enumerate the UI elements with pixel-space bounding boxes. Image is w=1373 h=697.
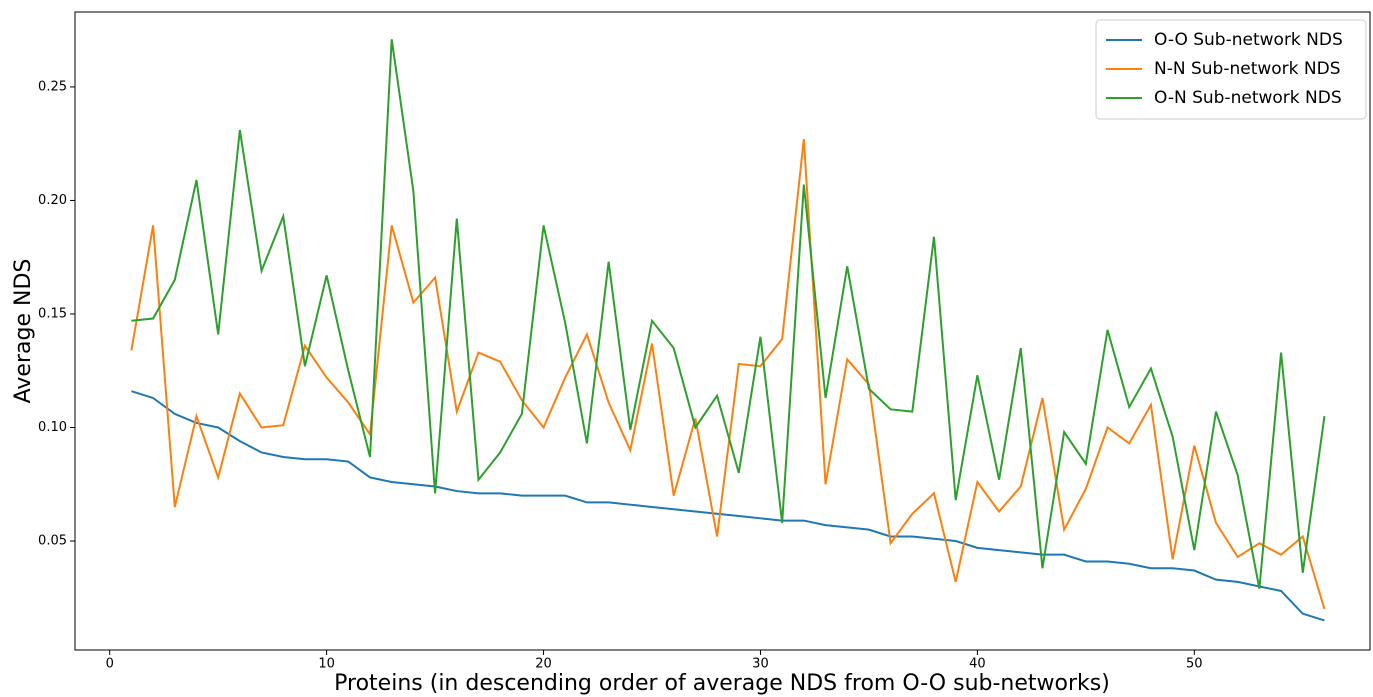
x-tick-label: 50 — [1186, 657, 1203, 672]
y-tick-label: 0.25 — [38, 79, 67, 94]
y-tick-label: 0.05 — [38, 534, 67, 549]
y-tick-label: 0.10 — [38, 420, 67, 435]
legend-label: O-N Sub-network NDS — [1154, 88, 1342, 108]
series-line — [130, 139, 1326, 610]
legend-box — [1095, 19, 1367, 120]
x-tick-label: 0 — [106, 657, 114, 672]
series-line — [131, 390, 1325, 622]
y-tick-label: 0.20 — [38, 193, 67, 208]
legend: O-O Sub-network NDS N-N Sub-network NDS O-… — [1095, 19, 1367, 120]
x-axis-label: Proteins (in descending order of average… — [334, 671, 1110, 696]
x-tick-label: 20 — [535, 657, 552, 672]
y-tick-label: 0.15 — [38, 306, 67, 321]
legend-label: O-O Sub-network NDS — [1154, 30, 1343, 50]
series-line — [131, 39, 1326, 589]
x-tick-label: 40 — [969, 657, 986, 672]
plot-frame — [74, 11, 1371, 651]
legend-label: N-N Sub-network NDS — [1154, 59, 1341, 79]
x-tick-label: 10 — [318, 657, 335, 672]
x-tick-label: 30 — [752, 657, 769, 672]
y-axis-label: Average NDS — [11, 259, 36, 404]
